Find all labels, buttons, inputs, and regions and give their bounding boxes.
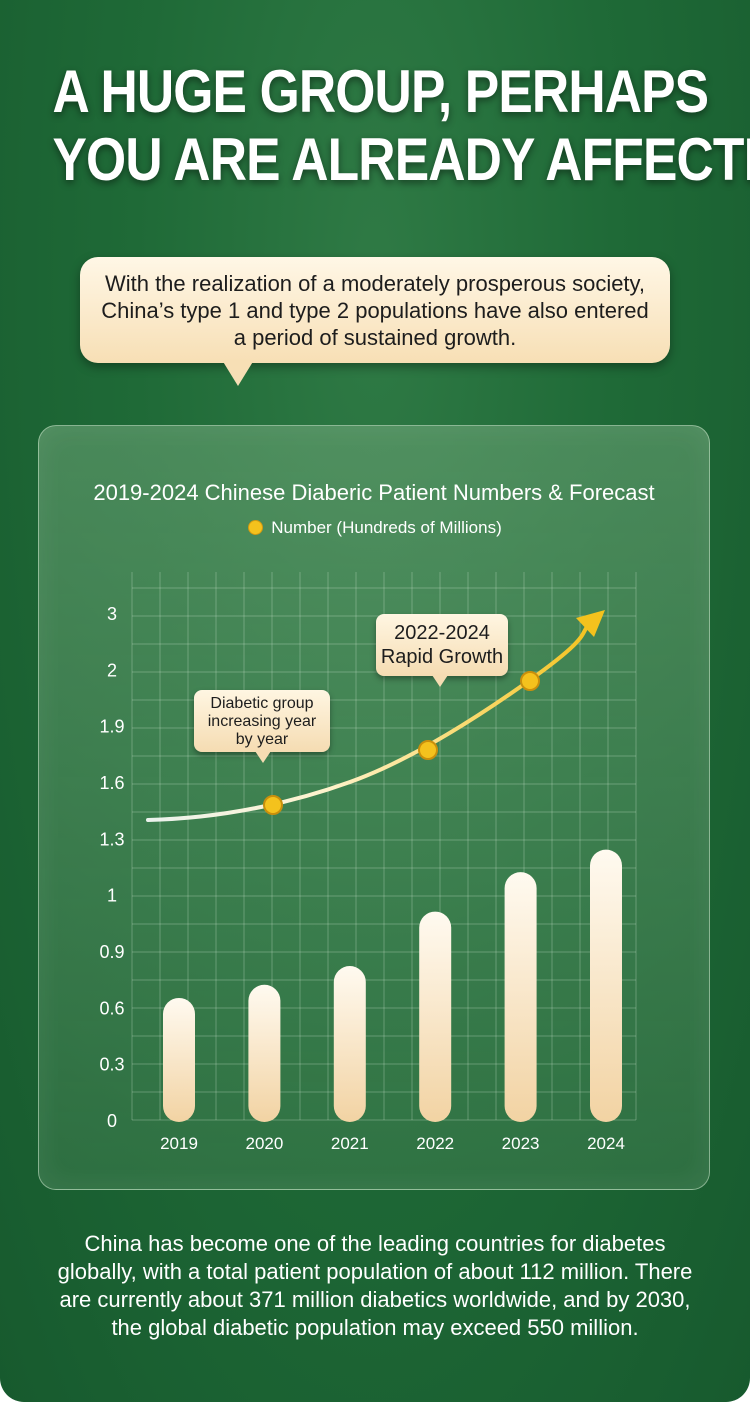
x-tick-label-2023: 2023 <box>502 1134 540 1153</box>
y-axis-ticks: 0 0.3 0.6 0.9 1 1.3 1.6 1.9 2 3 <box>99 604 124 1131</box>
bar-2021 <box>333 966 366 1122</box>
legend-dot-icon <box>248 520 264 535</box>
x-tick-label-2019: 2019 <box>160 1134 198 1153</box>
y-tick-label: 0.6 <box>99 998 124 1018</box>
x-tick-label-2021: 2021 <box>331 1134 369 1153</box>
y-tick-label: 1.9 <box>99 717 124 737</box>
chart-title: 2019-2024 Chinese Diaberic Patient Numbe… <box>93 480 655 505</box>
chart-bars <box>163 849 622 1122</box>
x-axis-ticks: 2019 2020 2021 2022 2023 2024 <box>160 1134 625 1153</box>
callout-rapid-growth: 2022-2024 Rapid Growth <box>376 614 508 676</box>
callout-1-line-2: increasing year <box>207 713 317 730</box>
trend-marker-2020 <box>263 795 283 815</box>
trend-line <box>146 610 605 822</box>
headline-line-2: YOU ARE ALREADY AFFECTED! <box>52 126 750 193</box>
headline: A HUGE GROUP, PERHAPS YOU ARE ALREADY AF… <box>52 58 750 194</box>
bar-2020 <box>248 984 281 1122</box>
callout-1-tail <box>255 751 271 763</box>
x-tick-label-2022: 2022 <box>416 1134 454 1153</box>
callout-increasing: Diabetic group increasing year by year <box>194 690 330 752</box>
bar-2022 <box>419 911 452 1122</box>
trend-curve <box>146 616 597 822</box>
callout-2-line-2: Rapid Growth <box>380 646 504 668</box>
callout-1-line-3: by year <box>235 731 289 748</box>
y-tick-label: 0 <box>107 1111 117 1131</box>
trend-marker-2022 <box>418 740 438 760</box>
x-tick-label-2024: 2024 <box>587 1134 625 1153</box>
y-tick-label: 2 <box>107 660 117 680</box>
callout-2-tail <box>432 675 448 687</box>
callout-2-line-1: 2022-2024 <box>394 622 490 644</box>
trend-marker-2023 <box>520 671 540 691</box>
bar-2024 <box>590 849 622 1122</box>
intro-text: With the realization of a moderately pro… <box>101 270 649 350</box>
speech-bubble-tail <box>222 360 254 386</box>
chart-legend: Number (Hundreds of Millions) <box>0 518 750 538</box>
y-tick-label: 1 <box>107 886 117 906</box>
legend-label: Number (Hundreds of Millions) <box>271 518 502 537</box>
bar-2019 <box>163 997 195 1122</box>
y-tick-label: 1.6 <box>99 773 124 793</box>
headline-line-1: A HUGE GROUP, PERHAPS <box>52 58 710 125</box>
bar-2023 <box>504 872 537 1122</box>
x-tick-label-2020: 2020 <box>245 1134 283 1153</box>
y-tick-label: 3 <box>107 604 117 624</box>
y-tick-label: 0.9 <box>99 942 124 962</box>
y-tick-label: 1.3 <box>99 829 124 849</box>
intro-speech-bubble: With the realization of a moderately pro… <box>80 257 670 363</box>
trend-arrow-head-icon <box>576 610 605 637</box>
y-tick-label: 0.3 <box>99 1055 124 1075</box>
callout-1-line-1: Diabetic group <box>210 695 314 712</box>
footer-text: China has become one of the leading coun… <box>57 1231 693 1340</box>
